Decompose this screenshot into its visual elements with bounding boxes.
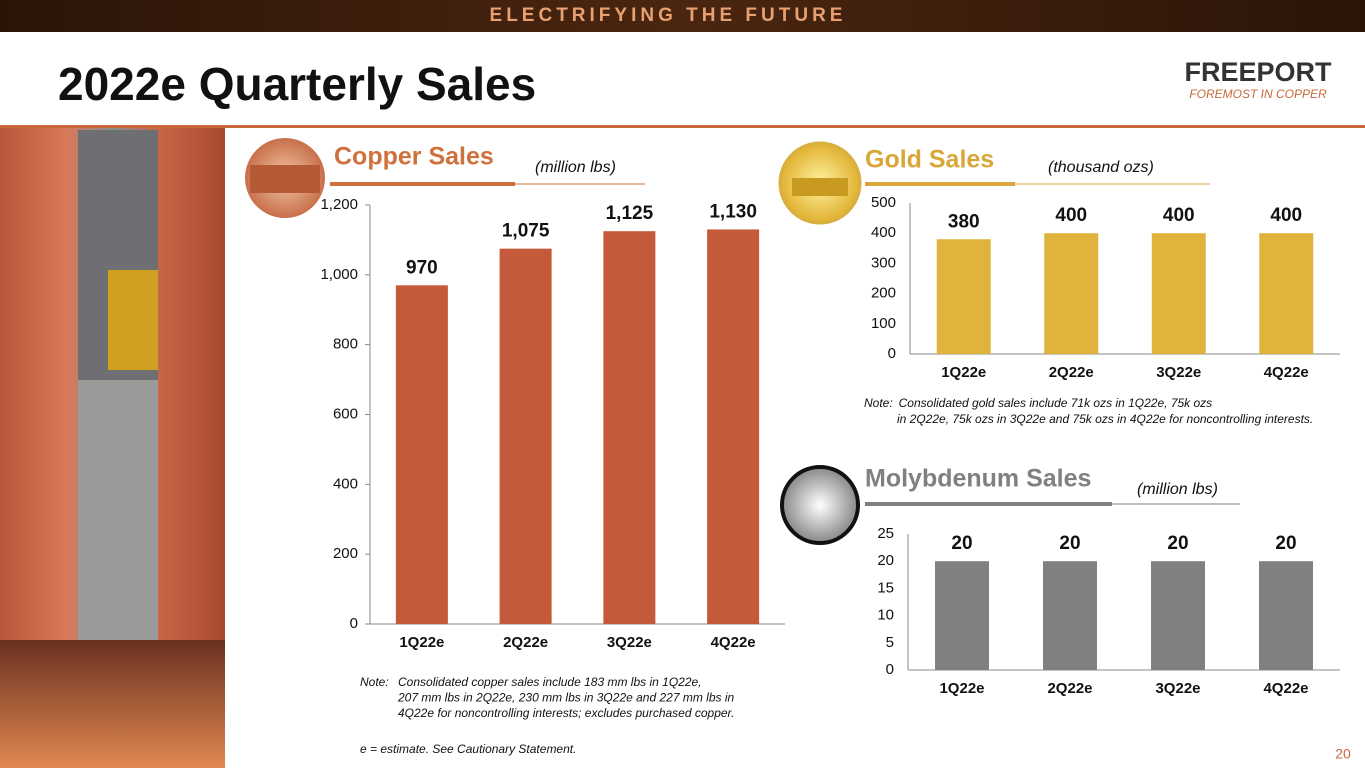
title-underline-thin <box>515 183 645 185</box>
y-tick-label: 0 <box>888 345 896 362</box>
page-number: 20 <box>1335 746 1351 762</box>
value-label: 400 <box>1055 205 1087 226</box>
moly-icon <box>780 465 860 545</box>
chart-title: Molybdenum Sales <box>865 465 1091 493</box>
footnote: e = estimate. See Cautionary Statement. <box>360 742 576 756</box>
bar <box>936 239 991 354</box>
x-tick-label: 1Q22e <box>941 364 986 381</box>
value-label: 400 <box>1270 205 1302 226</box>
bar <box>499 248 552 625</box>
copper-icon-shape <box>250 165 320 193</box>
x-tick-label: 3Q22e <box>1156 364 1201 381</box>
y-tick-label: 5 <box>886 634 894 651</box>
title-underline <box>865 182 1015 186</box>
bar <box>1259 561 1313 670</box>
bar <box>1044 233 1099 354</box>
chart-subtitle: (thousand ozs) <box>1048 159 1154 176</box>
bar <box>603 231 656 624</box>
value-label: 20 <box>1275 533 1296 554</box>
note-label: Note: <box>360 675 389 689</box>
x-tick-label: 2Q22e <box>1047 680 1092 697</box>
value-label: 20 <box>951 533 972 554</box>
banner-text: ELECTRIFYING THE FUTURE <box>490 5 847 26</box>
y-tick-label: 15 <box>877 579 894 596</box>
banner-bar <box>0 0 1365 32</box>
y-tick-label: 0 <box>350 615 358 632</box>
x-tick-label: 4Q22e <box>711 634 756 651</box>
bar <box>707 229 760 625</box>
y-tick-label: 800 <box>333 336 358 353</box>
title-underline <box>865 502 1112 506</box>
x-tick-label: 1Q22e <box>939 680 984 697</box>
y-tick-label: 400 <box>871 224 896 241</box>
value-label: 380 <box>948 211 980 232</box>
bar <box>395 285 448 624</box>
note-line: Consolidated gold sales include 71k ozs … <box>899 396 1213 410</box>
slide-title: 2022e Quarterly Sales <box>58 58 536 110</box>
note-line: Consolidated copper sales include 183 mm… <box>398 675 702 689</box>
x-tick-label: 4Q22e <box>1263 680 1308 697</box>
title-underline-thin <box>1015 183 1210 185</box>
x-tick-label: 2Q22e <box>1049 364 1094 381</box>
x-tick-label: 3Q22e <box>1155 680 1200 697</box>
logo-tagline: FOREMOST IN COPPER <box>1189 87 1327 101</box>
chart-title: Gold Sales <box>865 146 994 174</box>
value-label: 1,125 <box>606 203 654 224</box>
chart-title: Copper Sales <box>334 143 494 171</box>
x-tick-label: 3Q22e <box>607 634 652 651</box>
value-label: 1,075 <box>502 221 550 242</box>
copper-photo <box>0 128 225 768</box>
note-line: in 2Q22e, 75k ozs in 3Q22e and 75k ozs i… <box>897 412 1313 426</box>
chart-subtitle: (million lbs) <box>535 159 616 176</box>
header-rule <box>0 125 1365 128</box>
y-tick-label: 200 <box>871 285 896 302</box>
bar <box>1043 561 1097 670</box>
title-underline <box>330 182 515 186</box>
bar <box>935 561 989 670</box>
gold-icon-shape <box>792 178 848 196</box>
chart-subtitle: (million lbs) <box>1137 481 1218 498</box>
y-tick-label: 100 <box>871 315 896 332</box>
note-label: Note: <box>864 396 893 410</box>
value-label: 970 <box>406 257 438 278</box>
x-tick-label: 1Q22e <box>399 634 444 651</box>
value-label: 20 <box>1167 533 1188 554</box>
value-label: 1,130 <box>709 201 757 222</box>
value-label: 20 <box>1059 533 1080 554</box>
value-label: 400 <box>1163 205 1195 226</box>
note-line: 4Q22e for noncontrolling interests; excl… <box>398 706 734 720</box>
title-underline-thin <box>1112 503 1240 505</box>
y-tick-label: 1,200 <box>320 196 358 213</box>
y-tick-label: 400 <box>333 475 358 492</box>
y-tick-label: 1,000 <box>320 266 358 283</box>
logo-name: FREEPORT <box>1184 57 1332 87</box>
note-line: 207 mm lbs in 2Q22e, 230 mm lbs in 3Q22e… <box>397 691 734 705</box>
bar <box>1259 233 1314 354</box>
x-tick-label: 2Q22e <box>503 634 548 651</box>
y-tick-label: 200 <box>333 545 358 562</box>
x-tick-label: 4Q22e <box>1264 364 1309 381</box>
y-tick-label: 600 <box>333 405 358 422</box>
y-tick-label: 500 <box>871 194 896 211</box>
y-tick-label: 0 <box>886 661 894 678</box>
y-tick-label: 25 <box>877 525 894 542</box>
bar <box>1151 233 1206 354</box>
y-tick-label: 300 <box>871 254 896 271</box>
y-tick-label: 20 <box>877 552 894 569</box>
bar <box>1151 561 1205 670</box>
y-tick-label: 10 <box>877 607 894 624</box>
